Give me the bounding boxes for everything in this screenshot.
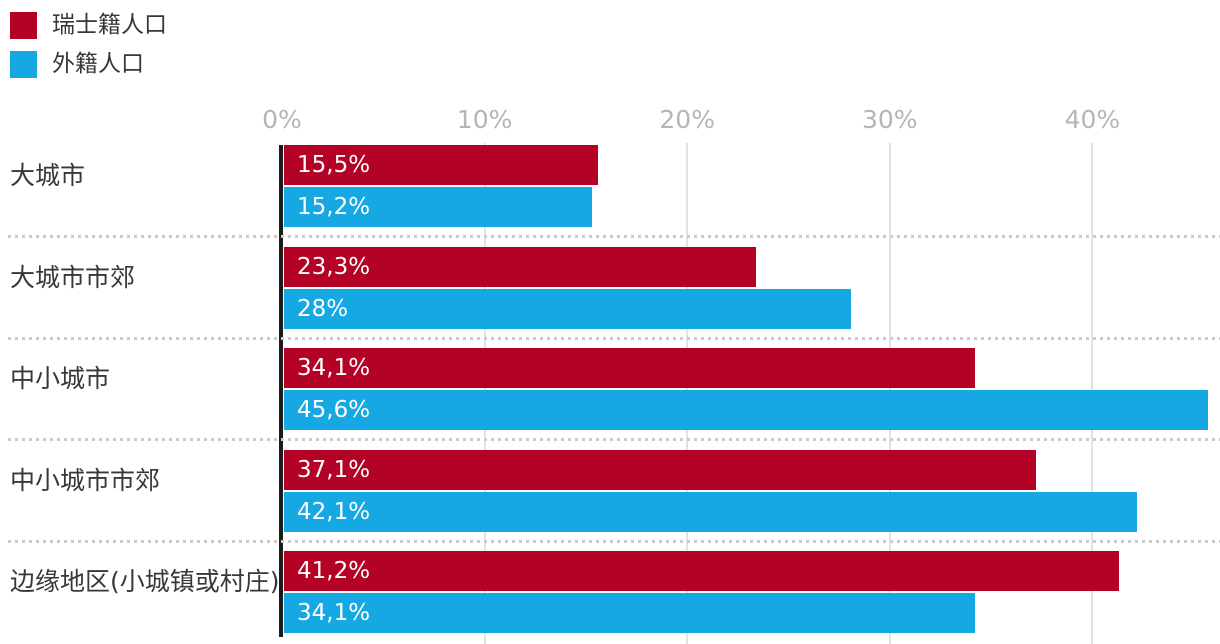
bar-swiss-population: 41,2% bbox=[284, 551, 1119, 591]
bar-foreign-population: 42,1% bbox=[284, 491, 1137, 532]
category-label: 中小城市市郊 bbox=[10, 465, 161, 495]
x-axis-tick-label: 40% bbox=[1064, 105, 1121, 134]
legend-item-foreign: 外籍人口 bbox=[10, 51, 167, 78]
category-label: 大城市 bbox=[10, 161, 86, 190]
chart-legend: 瑞士籍人口 外籍人口 bbox=[10, 12, 167, 90]
x-axis-zero-line bbox=[279, 145, 283, 637]
bar-foreign-population: 28% bbox=[284, 288, 851, 329]
x-axis-tick-label: 20% bbox=[659, 105, 715, 134]
red-square-swatch bbox=[10, 12, 37, 39]
bar-value-label: 42,1% bbox=[297, 498, 371, 525]
bar-swiss-population: 37,1% bbox=[284, 449, 1036, 490]
category-separator bbox=[8, 438, 1220, 441]
legend-label-swiss: 瑞士籍人口 bbox=[52, 12, 167, 38]
category-label: 中小城市 bbox=[10, 364, 111, 393]
x-axis-tick-label: 0% bbox=[262, 105, 302, 134]
x-axis-tick-label: 30% bbox=[862, 105, 918, 134]
bar-foreign-population: 15,2% bbox=[284, 187, 592, 227]
bar-value-label: 34,1% bbox=[297, 355, 371, 381]
category-label: 大城市市郊 bbox=[10, 262, 136, 292]
legend-item-swiss: 瑞士籍人口 bbox=[10, 12, 167, 39]
bar-foreign-population: 34,1% bbox=[284, 593, 975, 633]
category-separator bbox=[8, 235, 1220, 238]
bar-value-label: 41,2% bbox=[297, 558, 371, 584]
bar-value-label: 34,1% bbox=[297, 600, 371, 626]
blue-square-swatch bbox=[10, 51, 37, 78]
category-separator bbox=[8, 539, 1220, 543]
bar-value-label: 15,2% bbox=[297, 194, 371, 220]
bar-value-label: 15,5% bbox=[297, 152, 371, 178]
bar-value-label: 37,1% bbox=[297, 456, 371, 483]
bar-value-label: 45,6% bbox=[297, 397, 371, 423]
bar-foreign-population: 45,6% bbox=[284, 390, 1208, 430]
bar-value-label: 23,3% bbox=[297, 253, 371, 280]
x-axis-tick-label: 10% bbox=[456, 105, 513, 134]
category-separator bbox=[8, 336, 1220, 340]
bar-swiss-population: 23,3% bbox=[284, 246, 756, 287]
bar-value-label: 28% bbox=[297, 295, 349, 322]
legend-label-foreign: 外籍人口 bbox=[52, 51, 144, 77]
bar-swiss-population: 34,1% bbox=[284, 348, 975, 388]
bar-swiss-population: 15,5% bbox=[284, 145, 598, 185]
category-label: 边缘地区(小城镇或村庄) bbox=[10, 567, 280, 596]
